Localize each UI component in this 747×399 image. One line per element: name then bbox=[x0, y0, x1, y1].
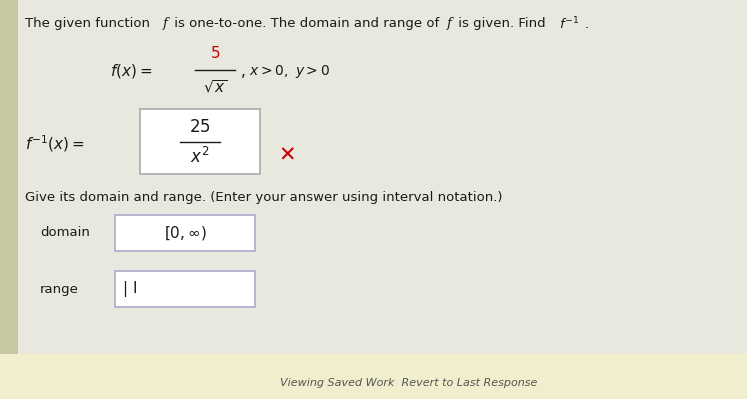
Text: $x > 0,\ y > 0$: $x > 0,\ y > 0$ bbox=[249, 63, 330, 79]
Text: is given. Find: is given. Find bbox=[454, 18, 550, 30]
Bar bbox=[0, 354, 747, 399]
Bar bbox=[0, 0, 18, 399]
Text: $f(x) =$: $f(x) =$ bbox=[110, 62, 152, 80]
Bar bbox=[115, 271, 255, 307]
Text: domain: domain bbox=[40, 227, 90, 239]
Text: $25$: $25$ bbox=[189, 118, 211, 136]
Bar bbox=[115, 215, 255, 251]
Text: Give its domain and range. (Enter your answer using interval notation.): Give its domain and range. (Enter your a… bbox=[25, 190, 503, 203]
Text: $f^{-1}(x) =$: $f^{-1}(x) =$ bbox=[25, 134, 84, 154]
Text: f: f bbox=[163, 18, 168, 30]
Text: ,: , bbox=[241, 63, 246, 79]
Text: $5$: $5$ bbox=[210, 45, 220, 61]
Text: $[0,\infty)$: $[0,\infty)$ bbox=[164, 224, 206, 242]
Text: is one-to-one. The domain and range of: is one-to-one. The domain and range of bbox=[170, 18, 444, 30]
Text: $f^{-1}$: $f^{-1}$ bbox=[559, 16, 580, 32]
Text: ✕: ✕ bbox=[278, 146, 296, 166]
Text: | I: | I bbox=[123, 281, 137, 297]
Text: .: . bbox=[585, 18, 589, 30]
Text: Viewing Saved Work  Revert to Last Response: Viewing Saved Work Revert to Last Respon… bbox=[280, 378, 537, 388]
Text: f: f bbox=[447, 18, 452, 30]
Text: $\sqrt{x}$: $\sqrt{x}$ bbox=[202, 79, 227, 95]
Text: range: range bbox=[40, 282, 79, 296]
Text: The given function: The given function bbox=[25, 18, 154, 30]
Bar bbox=[140, 109, 260, 174]
Text: $x^2$: $x^2$ bbox=[190, 147, 210, 167]
